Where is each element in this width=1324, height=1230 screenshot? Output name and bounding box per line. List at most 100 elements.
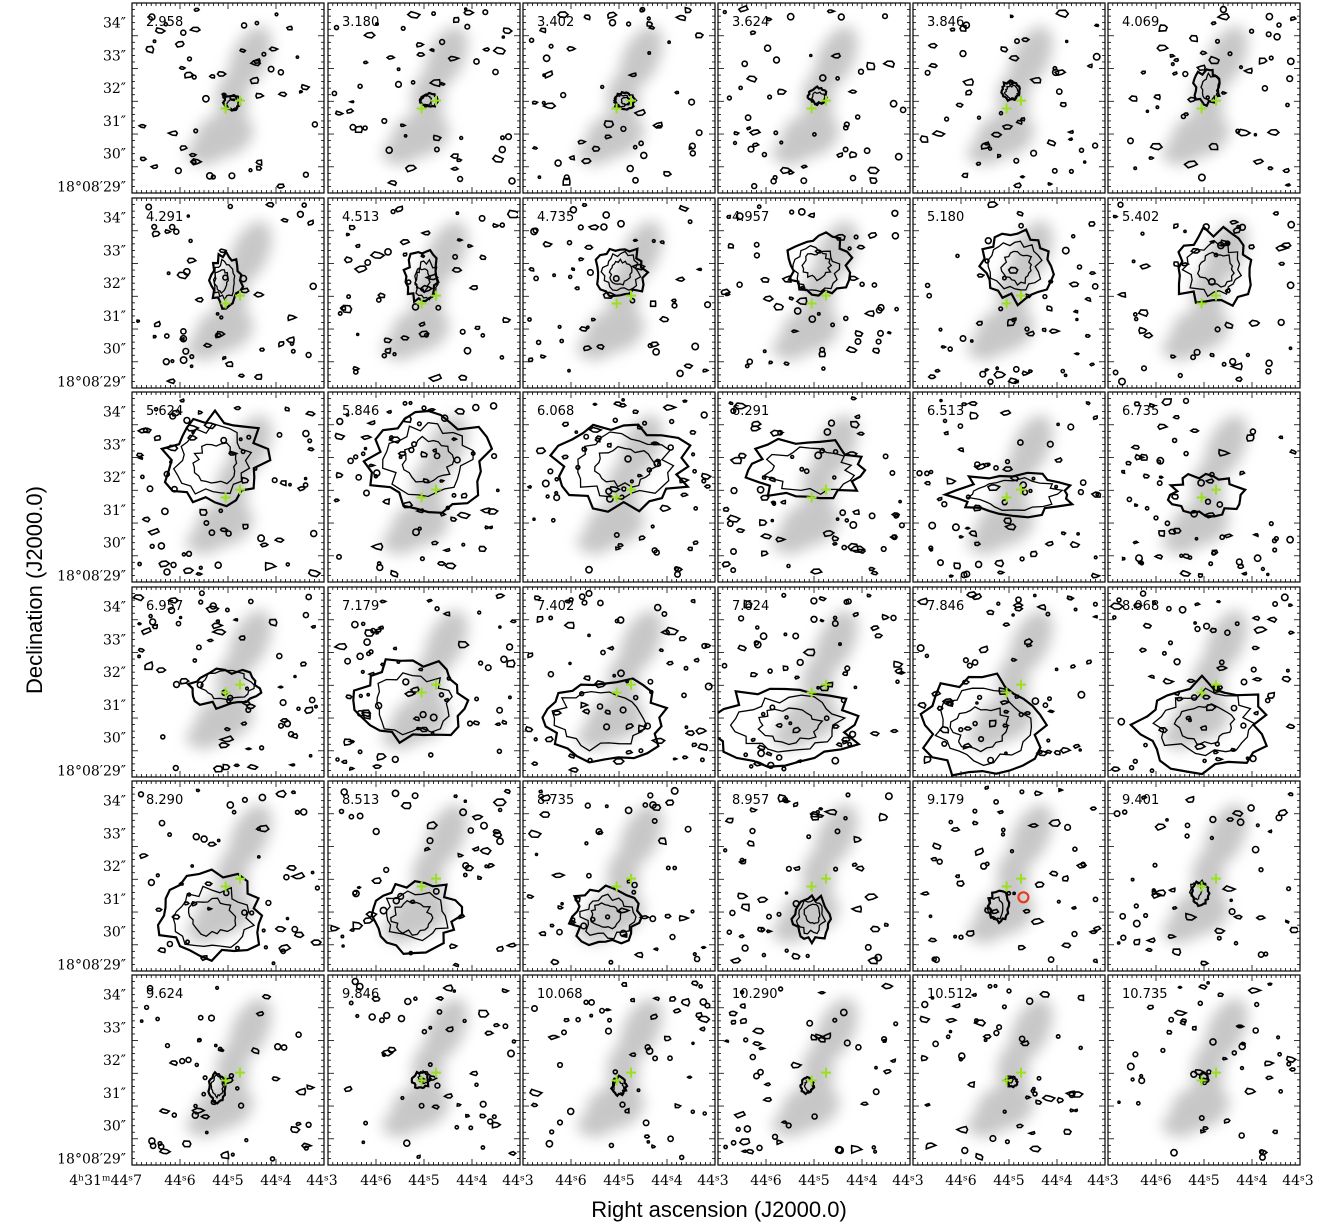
ra-tick-label: 44ˢ3 xyxy=(892,1173,923,1189)
noise-contours xyxy=(721,395,905,576)
ra-tick-label: 44ˢ5 xyxy=(798,1173,829,1189)
dec-tick-label: 33″ xyxy=(103,48,126,64)
velocity-label: 5.402 xyxy=(1122,210,1159,225)
noise-contours xyxy=(916,398,1102,579)
background-emission xyxy=(577,415,663,554)
source-plus-marker xyxy=(1001,103,1012,114)
source-plus-marker xyxy=(626,1067,636,1078)
source-plus-marker xyxy=(416,103,427,114)
emission-contours xyxy=(744,437,867,500)
source-plus-marker xyxy=(806,103,817,114)
background-emission xyxy=(967,415,1053,554)
dec-tick-label: 32″ xyxy=(103,276,126,292)
dec-tick-label: 33″ xyxy=(103,243,126,259)
axis-ticks xyxy=(717,780,911,972)
source-plus-marker xyxy=(1196,1075,1207,1086)
axis-ticks xyxy=(717,586,911,778)
velocity-label: 9.624 xyxy=(146,987,183,1002)
ra-tick-label: 44ˢ4 xyxy=(1041,1173,1073,1189)
dec-tick-label: 34″ xyxy=(103,794,126,810)
channel-panel: 10.512 44ˢ6 44ˢ5 44ˢ4 44ˢ3 xyxy=(912,974,1119,1189)
axis-ticks xyxy=(1107,586,1301,778)
velocity-label: 5.180 xyxy=(927,210,964,225)
source-plus-marker xyxy=(235,95,245,106)
emission-contours xyxy=(1004,1075,1019,1089)
velocity-label: 8.068 xyxy=(1122,599,1159,614)
axis-ticks xyxy=(912,974,1106,1166)
background-emission xyxy=(577,998,663,1137)
channel-panel: 7.846 xyxy=(912,586,1106,778)
noise-contours xyxy=(527,202,712,378)
channel-panel: 9.846 44ˢ6 44ˢ5 44ˢ4 44ˢ3 xyxy=(327,974,534,1189)
noise-contours xyxy=(721,592,907,772)
emission-contours xyxy=(790,893,833,946)
velocity-label: 5.846 xyxy=(342,404,379,419)
noise-contours xyxy=(1120,397,1297,579)
source-plus-marker xyxy=(1211,290,1221,301)
emission-contours xyxy=(786,231,854,297)
source-plus-marker xyxy=(1001,298,1012,309)
source-plus-marker xyxy=(1196,103,1207,114)
source-plus-marker xyxy=(1211,484,1221,495)
noise-contours xyxy=(919,9,1101,189)
axis-ticks xyxy=(327,974,521,1166)
dec-tick-label: 34″ xyxy=(103,988,126,1004)
emission-contours xyxy=(362,409,494,514)
source-plus-marker xyxy=(1211,873,1221,884)
source-plus-marker xyxy=(626,95,636,106)
source-plus-marker xyxy=(1016,1067,1026,1078)
emission-contours xyxy=(1177,225,1253,308)
channel-panel: 5.624 34″ 33″ 32″ 31″ 30″ 18°08′29″ xyxy=(57,391,325,584)
source-plus-marker xyxy=(611,1075,622,1086)
ra-tick-label: 44ˢ4 xyxy=(846,1173,878,1189)
channel-panel: 8.068 xyxy=(1107,586,1301,778)
axis-ticks xyxy=(327,2,521,194)
source-plus-marker xyxy=(431,679,441,690)
axis-ticks xyxy=(131,586,325,778)
source-plus-marker xyxy=(416,298,427,309)
axis-ticks xyxy=(327,197,521,389)
source-plus-marker xyxy=(821,679,831,690)
ra-tick-label: 44ˢ3 xyxy=(697,1173,728,1189)
channel-panel: 6.291 xyxy=(717,391,911,583)
emission-contours xyxy=(609,1074,629,1098)
source-plus-marker xyxy=(626,873,636,884)
dec-tick-label: 32″ xyxy=(103,665,126,681)
emission-contours xyxy=(941,471,1075,519)
source-plus-marker xyxy=(235,1067,245,1078)
channel-panel: 3.846 xyxy=(912,2,1106,194)
background-emission xyxy=(577,26,663,165)
noise-contours xyxy=(333,593,517,772)
emission-contours xyxy=(410,1069,433,1090)
source-plus-marker xyxy=(416,492,427,503)
noise-contours xyxy=(919,785,1102,964)
x-axis-label: Right ascension (J2000.0) xyxy=(591,1197,847,1222)
axis-ticks xyxy=(327,586,521,778)
emission-contours xyxy=(370,880,464,956)
ra-tick-label: 44ˢ3 xyxy=(502,1173,533,1189)
source-plus-marker xyxy=(1016,290,1026,301)
channel-panel: 8.735 xyxy=(522,780,716,972)
dec-tick-label: 32″ xyxy=(103,859,126,875)
velocity-label: 10.512 xyxy=(927,987,973,1002)
channel-panel: 7.179 xyxy=(327,586,521,778)
dec-tick-label: 34″ xyxy=(103,211,126,227)
emission-contours xyxy=(1188,878,1211,908)
noise-contours xyxy=(722,792,893,965)
channel-panel: 8.957 xyxy=(717,780,911,972)
velocity-label: 3.624 xyxy=(732,15,769,30)
dec-tick-label: 31″ xyxy=(103,114,126,130)
channel-panel: 9.624 34″ 33″ 32″ 31″ 30″ 18°08′29″ 4ʰ31ᵐ44ˢ7 44… xyxy=(57,974,338,1189)
dec-tick-label: 31″ xyxy=(103,892,126,908)
axis-ticks xyxy=(912,391,1106,583)
channel-panel: 6.735 xyxy=(1107,391,1301,583)
source-plus-marker xyxy=(220,492,231,503)
ra-tick-label: 44ˢ5 xyxy=(993,1173,1024,1189)
axis-ticks xyxy=(522,391,716,583)
velocity-label: 10.290 xyxy=(732,987,778,1002)
emission-contours xyxy=(548,423,692,513)
dec-tick-label: 31″ xyxy=(103,698,126,714)
velocity-label: 8.957 xyxy=(732,793,769,808)
noise-contours xyxy=(132,590,319,773)
dec-tick-label: 18°08′29″ xyxy=(57,957,126,973)
